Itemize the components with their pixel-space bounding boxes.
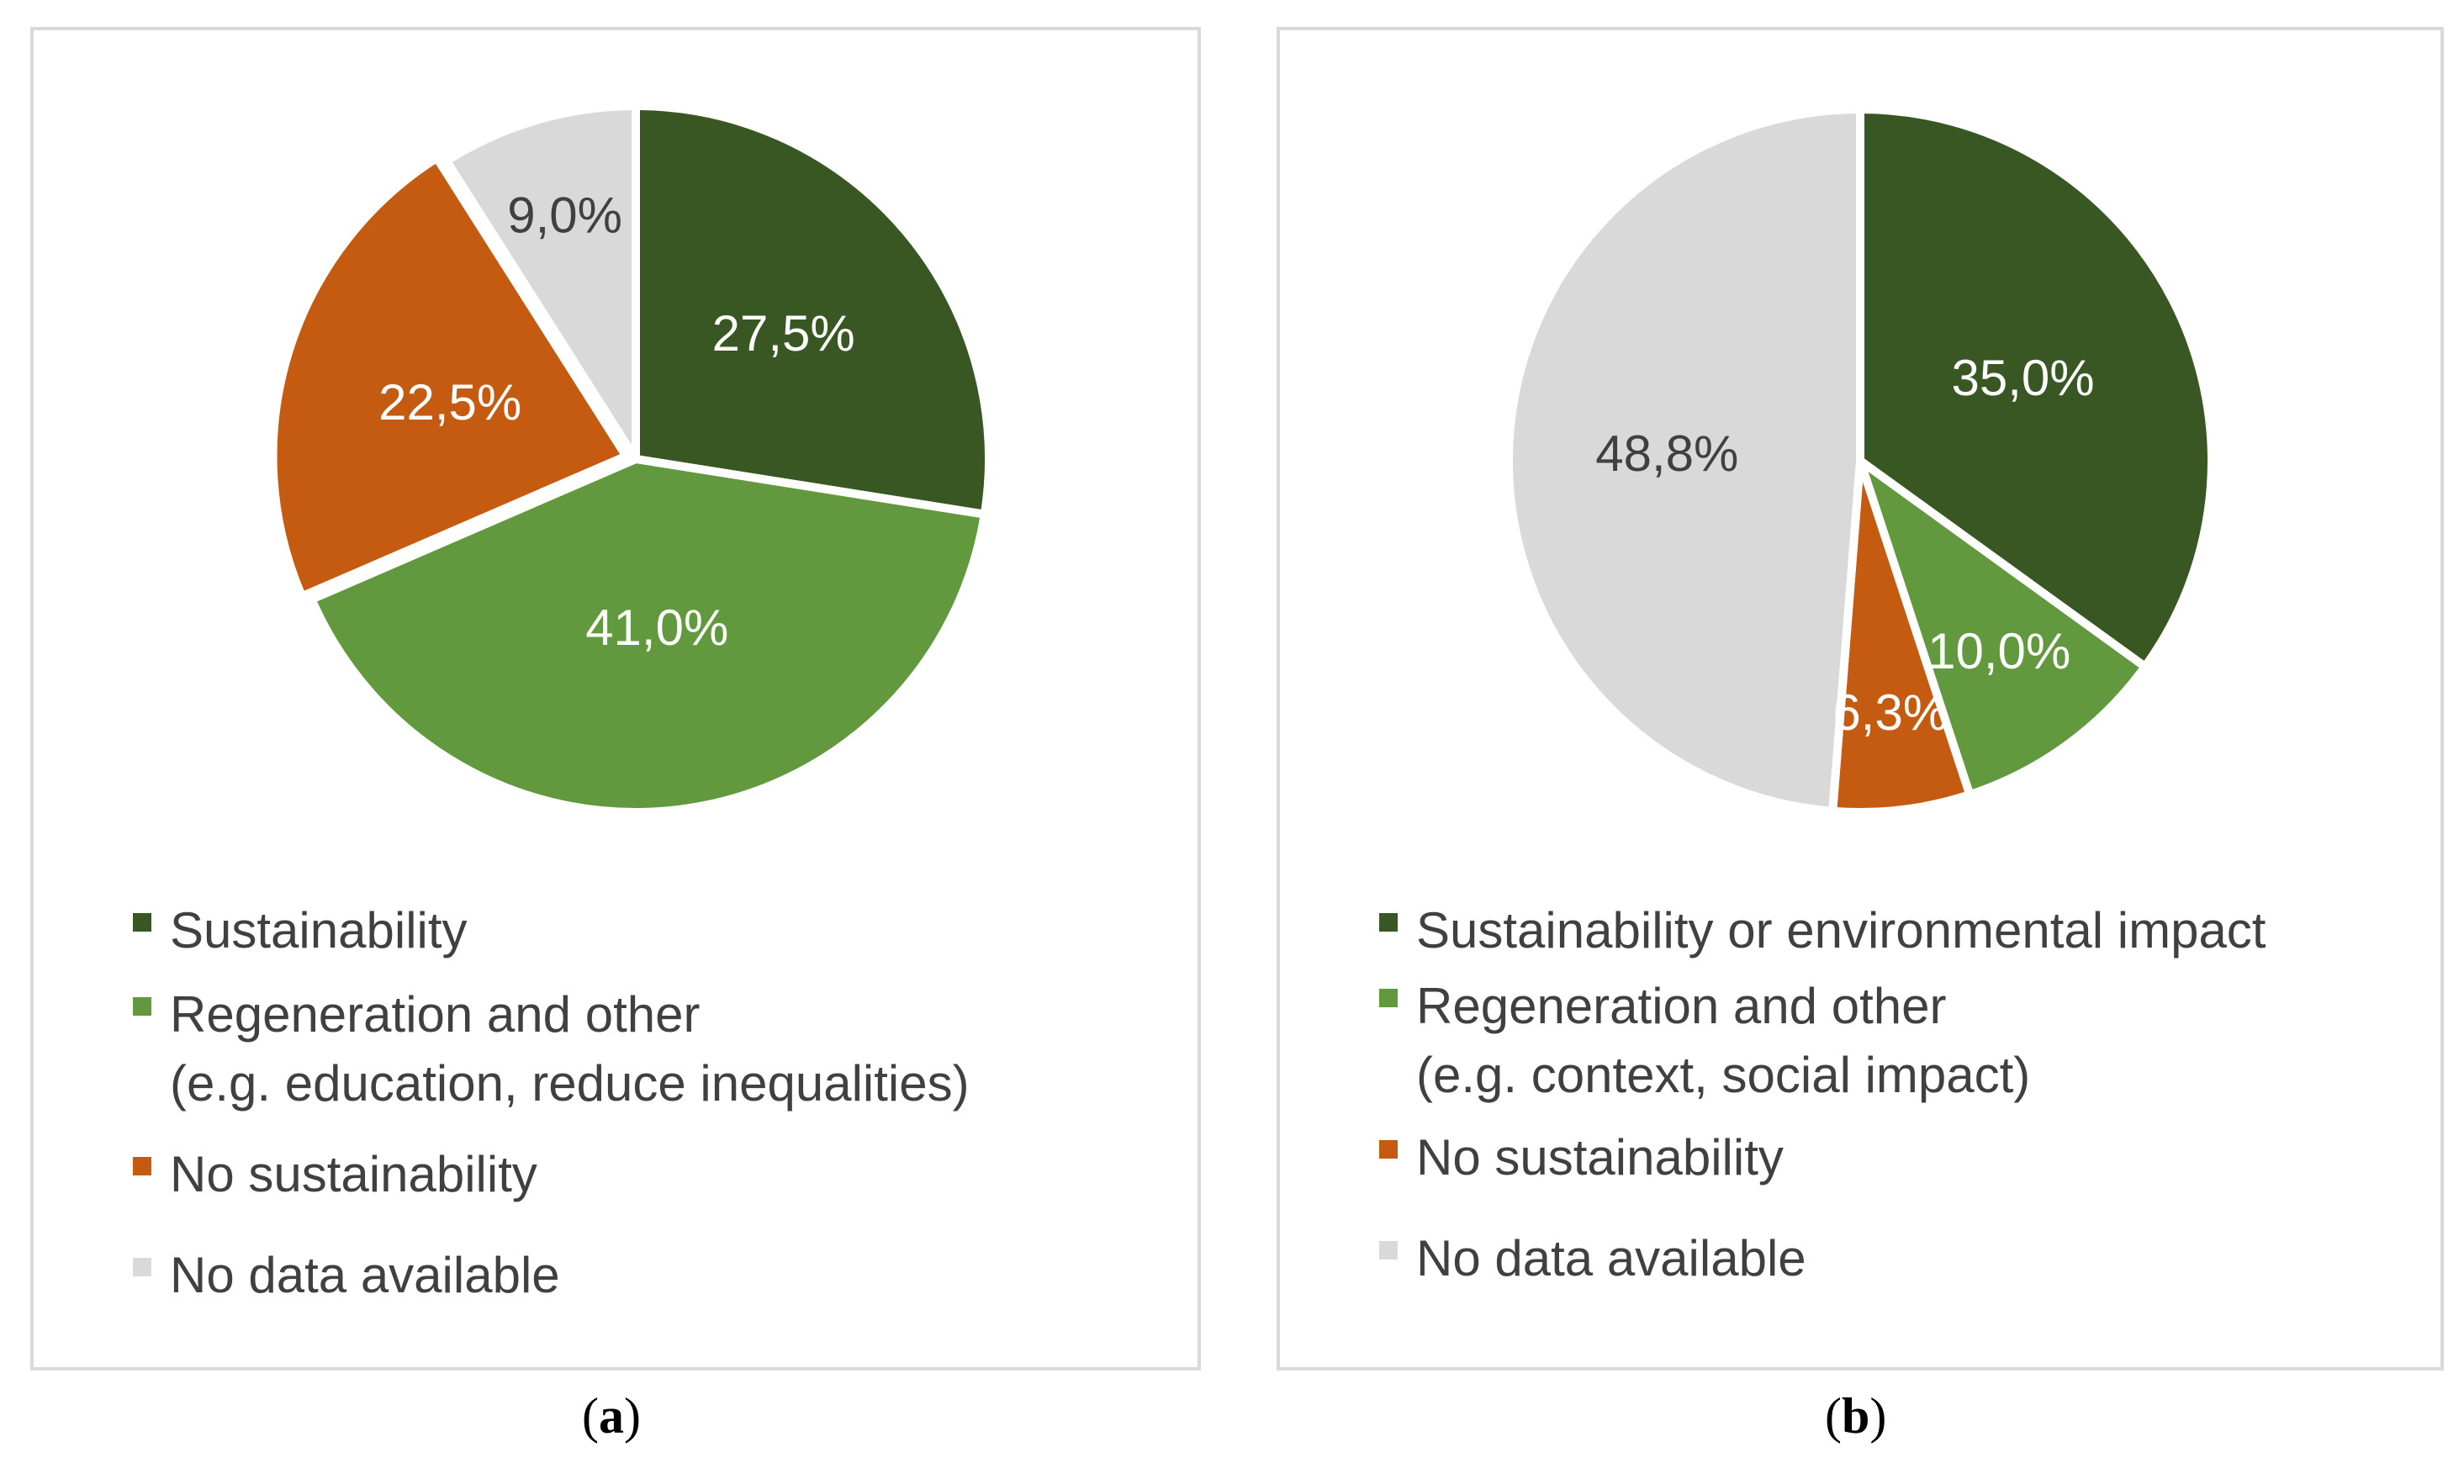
data-label-35-0-: 35,0%	[1951, 350, 2094, 406]
legend-label: No data available	[170, 1247, 560, 1303]
caption-a: (a)	[582, 1388, 641, 1444]
legend-swatch	[133, 913, 151, 932]
legend-label: Sustainability	[170, 902, 468, 959]
legend-label: Regeneration and other (e.g. education, …	[170, 986, 970, 1112]
data-label-9-0-: 9,0%	[507, 187, 622, 244]
pie-slice-no-data-available	[1504, 105, 1864, 816]
legend-swatch	[1379, 913, 1398, 932]
legend-item: No sustainability	[133, 1140, 537, 1209]
legend-item: Regeneration and other (e.g. context, so…	[1379, 972, 2030, 1110]
data-label-48-8-: 48,8%	[1595, 425, 1738, 482]
pie-slice-sustainability-or-environmental-impact	[1856, 105, 2216, 671]
legend-swatch	[133, 997, 151, 1016]
legend-swatch	[133, 1157, 151, 1175]
legend-label: Sustainability or environmental impact	[1416, 902, 2266, 959]
pie-slice-regeneration-and-other-e-g-context-social-impact	[1856, 457, 2149, 800]
data-label-22-5-: 22,5%	[378, 374, 521, 430]
pie-slice-regeneration-and-other-e-g-education-reduce-inequalities	[307, 455, 989, 816]
legend-item: Sustainability or environmental impact	[1379, 896, 2266, 965]
pie-slice-no-data-available	[442, 102, 640, 463]
legend-label: Regeneration and other (e.g. context, so…	[1416, 978, 2031, 1103]
legend-item: Regeneration and other (e.g. education, …	[133, 980, 970, 1118]
data-label-27-5-: 27,5%	[712, 305, 855, 362]
legend-swatch	[1379, 1241, 1398, 1260]
pie-slice-no-sustainability	[268, 153, 631, 601]
legend-label: No data available	[1416, 1230, 1806, 1286]
legend-item: No data available	[133, 1241, 560, 1310]
data-label-10-0-: 10,0%	[1927, 623, 2070, 679]
legend-item: No data available	[1379, 1224, 1806, 1293]
legend-swatch	[1379, 1140, 1398, 1159]
data-label-6-3-: 6,3%	[1832, 684, 1948, 741]
legend-swatch	[133, 1258, 151, 1276]
pie-slice-sustainability	[632, 102, 993, 519]
legend-item: Sustainability	[133, 896, 468, 965]
legend-label: No sustainability	[170, 1146, 537, 1202]
pie-chart-a: 27,5% 41,0% 22,5% 9,0%	[268, 102, 993, 816]
legend-swatch	[1379, 989, 1398, 1007]
legend-label: No sustainability	[1416, 1129, 1784, 1186]
data-label-41-0-: 41,0%	[585, 599, 728, 656]
pie-chart-b: 35,0% 10,0%6,3% 48,8%	[1504, 105, 2216, 816]
pie-slice-no-sustainability	[1828, 457, 1975, 816]
chart-panel-a: 27,5% 41,0% 22,5% 9,0% Sustainability Regene…	[30, 27, 1201, 1370]
chart-panel-b: 35,0% 10,0% 6,3% 48,8% Sustainability or en…	[1277, 27, 2444, 1370]
caption-b: (b)	[1825, 1388, 1887, 1444]
legend-item: No sustainability	[1379, 1123, 1784, 1192]
